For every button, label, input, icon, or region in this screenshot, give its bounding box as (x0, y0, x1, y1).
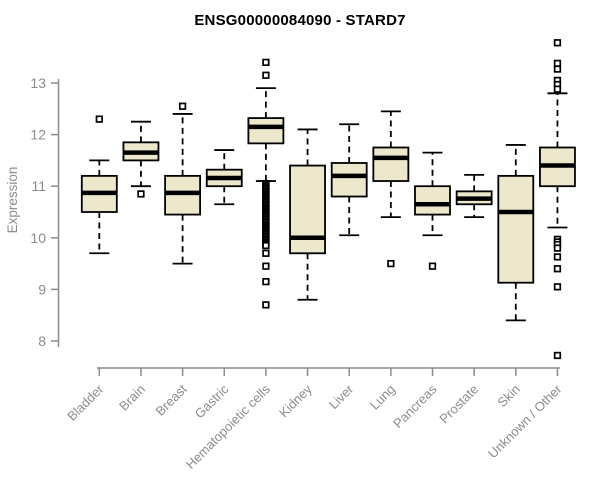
iqr-box (497, 174, 535, 284)
box-hematopoietic-cells (247, 58, 285, 309)
x-tick-label-liver: Liver (326, 381, 357, 412)
y-tick-label: 8 (38, 333, 46, 349)
iqr-box (247, 117, 285, 145)
outlier-point (262, 301, 270, 309)
outlier-point (553, 351, 562, 360)
x-tick-label-breast: Breast (153, 381, 190, 418)
iqr-box (330, 162, 368, 198)
outlier-point (262, 71, 270, 79)
x-tick-label-prostate: Prostate (436, 382, 481, 427)
outlier-point (553, 39, 562, 47)
y-axis: 8 9 10 11 12 13 Expression (5, 75, 60, 349)
outlier-point (387, 259, 395, 268)
y-tick-label: 11 (31, 178, 46, 194)
outlier-point (553, 253, 562, 261)
outlier-point (262, 58, 270, 67)
x-tick-label-unknown-other: Unknown / Other (485, 381, 565, 461)
x-tick-label-kidney: Kidney (276, 381, 315, 420)
iqr-box (289, 164, 326, 255)
box-breast (164, 102, 202, 265)
outlier-point (553, 265, 562, 273)
iqr-box (414, 185, 451, 216)
outlier-point (262, 249, 270, 257)
outlier-point (178, 102, 187, 110)
outlier-point (553, 244, 562, 252)
outlier-point (553, 59, 562, 68)
box-gastric (205, 149, 243, 206)
x-tick-label-gastric: Gastric (192, 381, 232, 421)
x-tick-label-pancreas: Pancreas (390, 381, 440, 431)
y-tick-label: 13 (30, 75, 46, 91)
box-skin (497, 144, 535, 322)
y-tick-label: 9 (38, 281, 46, 297)
y-axis-title: Expression (5, 167, 20, 234)
outlier-point (262, 278, 270, 286)
box-unknown-other (539, 39, 576, 360)
chart-title: ENSG00000084090 - STARD7 (194, 12, 406, 29)
x-tick-label-bladder: Bladder (64, 381, 107, 424)
iqr-box (164, 174, 202, 216)
outlier-point (553, 85, 562, 93)
outlier-point (553, 65, 562, 73)
outlier-point (553, 283, 562, 291)
y-tick-label: 12 (30, 127, 46, 143)
x-tick-label-brain: Brain (116, 382, 148, 414)
box-pancreas (414, 151, 451, 270)
x-tick-label-skin: Skin (494, 382, 522, 410)
box-prostate (455, 173, 493, 219)
box-brain (122, 120, 160, 198)
y-tick-label: 10 (30, 230, 46, 246)
outlier-point (262, 262, 270, 270)
box-liver (330, 123, 368, 237)
outlier-point (95, 115, 103, 123)
x-tick-label-lung: Lung (367, 382, 398, 413)
outlier-point (428, 262, 437, 270)
box-bladder (80, 115, 118, 255)
outlier-point (137, 190, 145, 198)
outlier-point (262, 241, 270, 250)
iqr-box (372, 146, 410, 182)
box-kidney (289, 128, 326, 301)
box-lung (372, 110, 410, 268)
